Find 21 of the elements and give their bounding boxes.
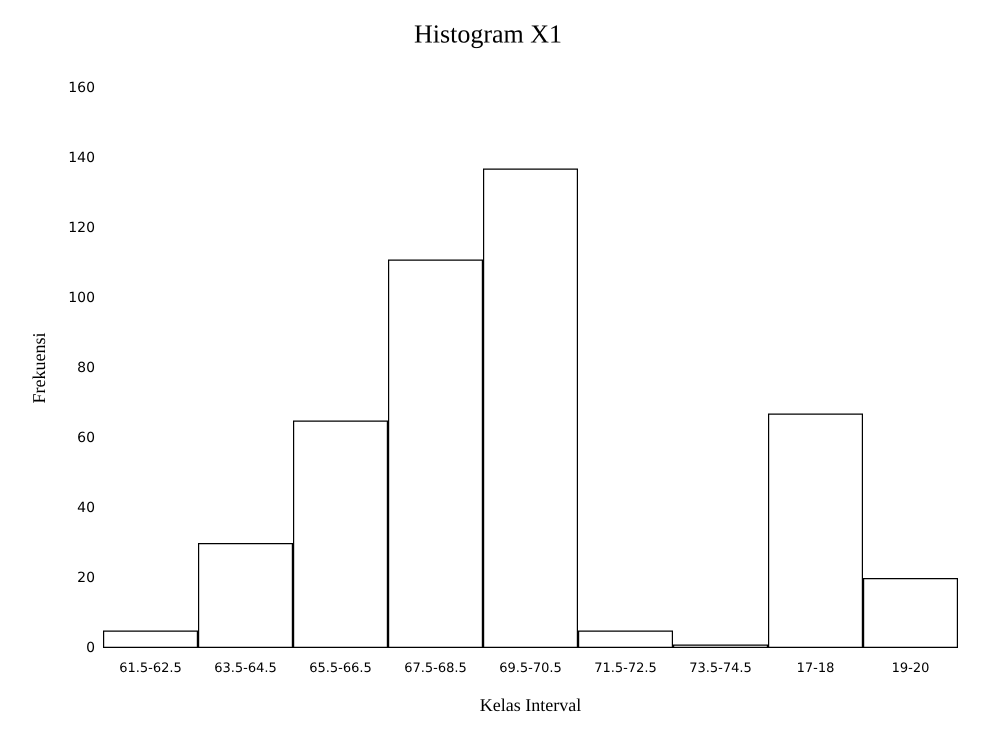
- y-tick-label: 160: [68, 80, 95, 96]
- x-tick-label: 63.5-64.5: [214, 661, 277, 676]
- y-tick-label: 20: [77, 570, 95, 586]
- x-tick-label: 19-20: [892, 661, 930, 676]
- x-tick-label: 17-18: [796, 661, 834, 676]
- x-tick-label: 73.5-74.5: [689, 661, 752, 676]
- y-tick-label: 60: [77, 430, 95, 446]
- y-tick-label: 100: [68, 290, 95, 306]
- y-tick-label: 140: [68, 150, 95, 166]
- x-tick-label: 67.5-68.5: [404, 661, 467, 676]
- y-tick-label: 40: [77, 500, 95, 516]
- y-tick-label: 80: [77, 360, 95, 376]
- x-axis-title: Kelas Interval: [480, 695, 582, 715]
- y-tick-label: 120: [68, 220, 95, 236]
- x-tick-label: 61.5-62.5: [119, 661, 182, 676]
- x-tick-label: 69.5-70.5: [499, 661, 562, 676]
- chart-title: Histogram X1: [414, 20, 562, 48]
- x-tick-label: 65.5-66.5: [309, 661, 372, 676]
- x-tick-label: 71.5-72.5: [594, 661, 657, 676]
- y-tick-label: 0: [86, 640, 95, 656]
- y-axis-title: Frekuensi: [29, 332, 49, 404]
